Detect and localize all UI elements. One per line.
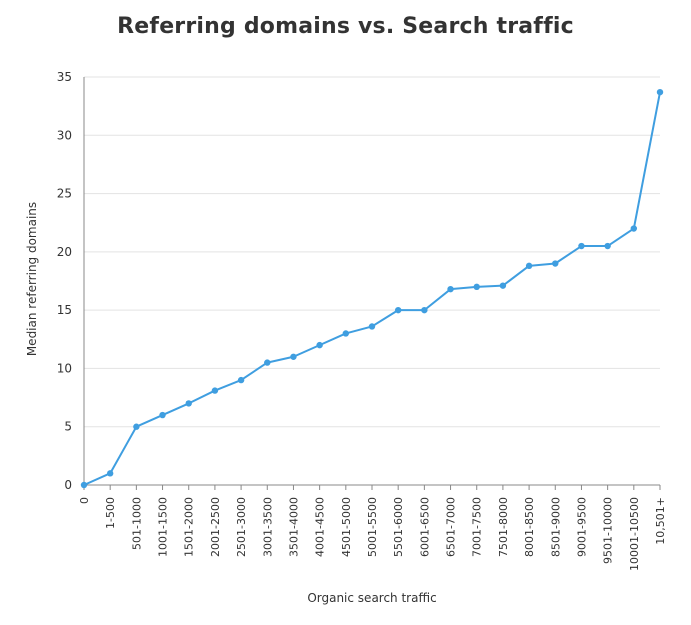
data-point (525, 262, 533, 270)
data-point (499, 282, 507, 289)
y-tick-labels: 0 5 10 15 20 25 30 35 (57, 70, 72, 492)
x-tick-label: 9001-9500 (575, 497, 588, 557)
x-tick-label: 8001-8500 (523, 497, 536, 557)
data-point (552, 260, 559, 267)
y-tick-label: 5 (64, 420, 72, 434)
x-tick-labels: 0 1-500 501-1000 1001-1500 1501-2000 2001-250… (78, 485, 667, 571)
y-axis-label: Median referring domains (25, 202, 39, 356)
axes (83, 77, 660, 486)
x-tick-label: 1001-1500 (157, 497, 170, 557)
y-tick-label: 35 (57, 70, 72, 84)
x-tick-label: 4501-5000 (340, 497, 353, 557)
x-tick-label: 6501-7000 (445, 497, 458, 557)
data-point (290, 353, 297, 360)
data-point (447, 285, 454, 293)
data-point (578, 242, 585, 250)
x-tick-label: 7001-7500 (471, 497, 484, 557)
data-point (421, 306, 428, 314)
x-tick-label: 3001-3500 (261, 497, 274, 557)
x-tick-label: 8501-9000 (549, 497, 562, 557)
x-tick-label: 2001-2500 (209, 497, 222, 557)
data-point (342, 330, 350, 337)
x-tick-label: 10001-10500 (628, 497, 641, 571)
data-point (264, 359, 271, 366)
data-point (630, 225, 638, 232)
data-point (159, 411, 166, 419)
data-point (80, 481, 88, 489)
data-point (185, 400, 192, 407)
chart-title: Referring domains vs. Search traffic (117, 14, 574, 39)
x-tick-label: 4001-4500 (314, 497, 327, 557)
data-point (316, 341, 323, 349)
x-tick-label: 5501-6000 (392, 497, 405, 557)
x-tick-label: 6001-6500 (418, 497, 431, 557)
data-point (237, 376, 245, 384)
x-axis-label: Organic search traffic (307, 591, 436, 605)
x-tick-label: 1501-2000 (183, 497, 196, 557)
gridlines (84, 76, 660, 428)
x-tick-label: 1-500 (104, 497, 117, 529)
x-tick-label: 2501-3000 (235, 497, 248, 557)
x-tick-label: 7501-8000 (497, 497, 510, 557)
y-tick-label: 30 (57, 128, 72, 142)
series-referring-domains (83, 91, 661, 486)
data-point (394, 306, 402, 314)
y-tick-label: 0 (64, 478, 72, 492)
data-points (80, 88, 664, 489)
data-point (368, 323, 376, 330)
data-point (133, 423, 140, 430)
x-tick-label: 5001-5500 (366, 497, 379, 557)
x-tick-label: 3501-4000 (287, 497, 300, 557)
y-tick-label: 25 (57, 187, 72, 201)
x-tick-label: 501-1000 (130, 497, 143, 550)
data-point (656, 88, 664, 96)
x-tick-label: 0 (78, 497, 91, 504)
data-point (106, 470, 114, 477)
data-point (211, 387, 219, 394)
x-tick-label: 10,501+ (654, 497, 667, 545)
y-tick-label: 20 (57, 245, 72, 259)
y-tick-label: 15 (57, 303, 72, 317)
data-point (473, 283, 480, 291)
y-tick-label: 10 (57, 361, 72, 375)
x-tick-label: 9501-10000 (602, 497, 615, 564)
series-line (83, 91, 661, 486)
data-point (604, 242, 611, 250)
